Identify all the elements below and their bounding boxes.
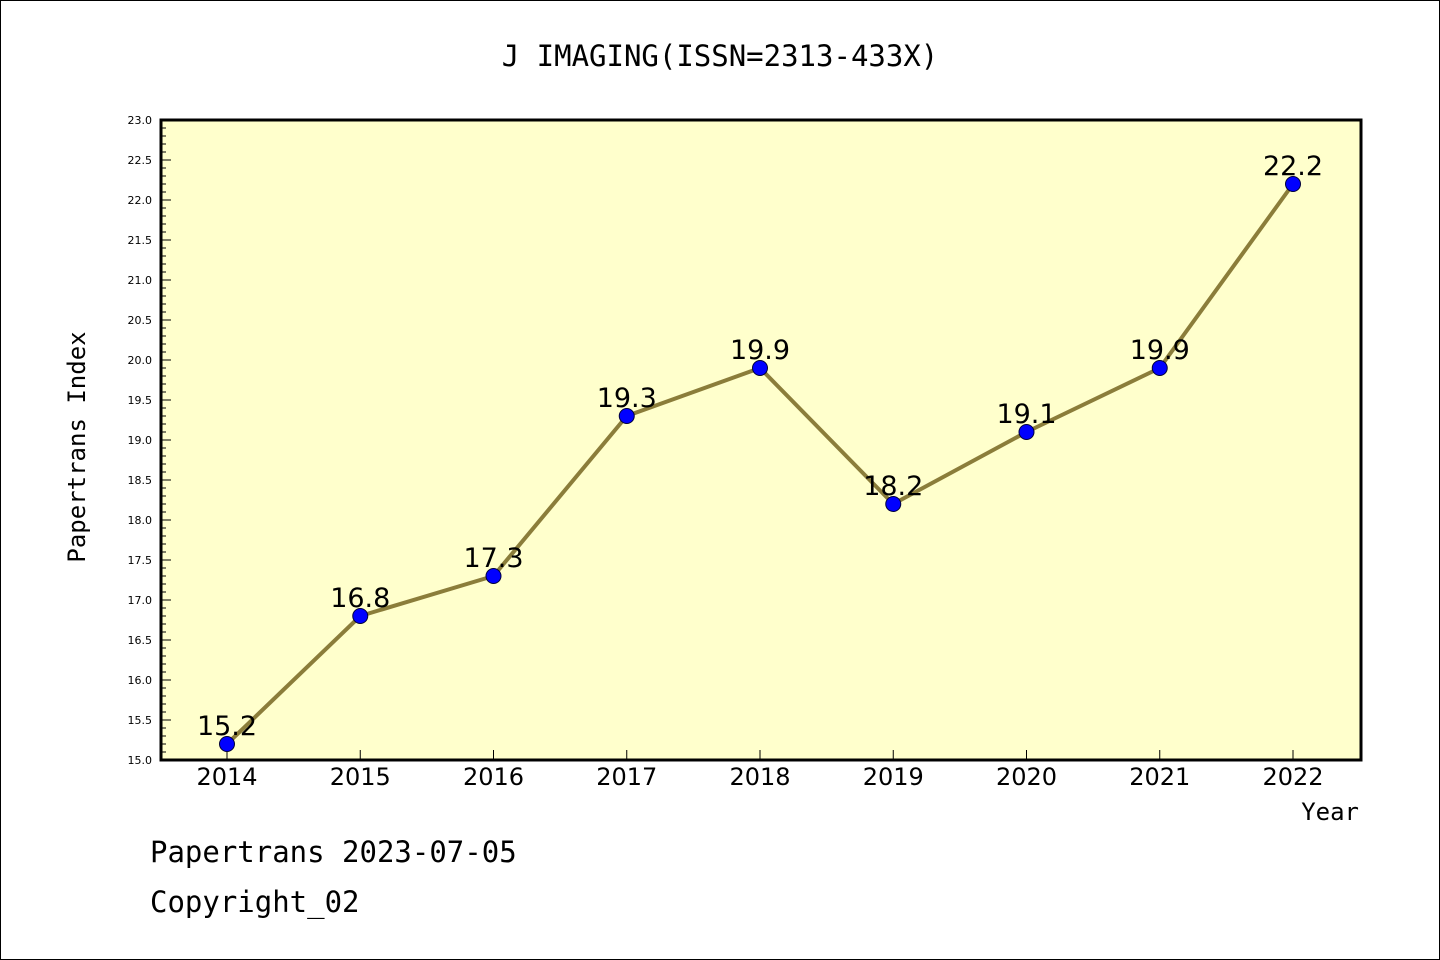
- data-label: 15.2: [197, 711, 257, 742]
- data-label: 22.2: [1263, 151, 1323, 182]
- data-point: [352, 608, 369, 624]
- y-axis: 15.0 15.5 16.0 16.5 17.0 17.5 18.0 18.5 19.0 19.5…: [128, 114, 171, 767]
- data-point: [752, 360, 768, 376]
- data-label: 19.1: [996, 399, 1056, 430]
- y-tick-label: 22.5: [128, 154, 153, 167]
- y-axis-label: Papertrans Index: [63, 331, 91, 562]
- data-label: 18.2: [863, 471, 923, 502]
- data-point: [618, 408, 635, 424]
- x-tick-label: 2016: [463, 763, 524, 791]
- x-tick-label: 2018: [729, 763, 790, 791]
- x-axis: 2014 2015 2016 2017 2018 2019 2020 2021 2022: [196, 750, 1324, 791]
- y-tick-label: 19.5: [128, 394, 153, 407]
- footer-copyright: Copyright_02: [150, 885, 360, 919]
- plot-area: [161, 120, 1361, 760]
- data-point: [485, 568, 502, 584]
- y-tick-label: 16.5: [128, 634, 153, 647]
- x-tick-label: 2015: [330, 763, 391, 791]
- x-tick-label: 2022: [1262, 763, 1323, 791]
- data-point: [1151, 360, 1168, 376]
- y-tick-label: 21.5: [128, 234, 153, 247]
- data-markers: [219, 176, 1301, 752]
- data-label: 16.8: [330, 583, 390, 614]
- y-tick-label: 17.0: [128, 594, 153, 607]
- y-tick-label: 19.0: [128, 434, 153, 447]
- data-point: [1018, 424, 1035, 440]
- plot-border: [159, 118, 1363, 762]
- data-label: 19.9: [730, 335, 790, 366]
- y-tick-label: 18.0: [128, 514, 153, 527]
- x-tick-label: 2014: [196, 763, 257, 791]
- y-tick-label: 22.0: [128, 194, 153, 207]
- footer-date: Papertrans 2023-07-05: [150, 835, 517, 869]
- data-label: 19.9: [1130, 335, 1190, 366]
- y-tick-label: 18.5: [128, 474, 153, 487]
- x-tick-label: 2021: [1129, 763, 1190, 791]
- data-point: [1285, 176, 1301, 192]
- y-tick-label: 15.5: [128, 714, 153, 727]
- y-tick-label: 15.0: [128, 754, 153, 767]
- y-tick-label: 16.0: [128, 674, 153, 687]
- x-tick-label: 2020: [996, 763, 1057, 791]
- data-point: [219, 736, 235, 752]
- y-tick-label: 23.0: [128, 114, 153, 127]
- y-tick-label: 17.5: [128, 554, 153, 567]
- data-point: [885, 496, 902, 512]
- data-labels: 15.2 16.8 17.3 19.3 19.9 18.2 19.1 19.9 22.2: [197, 151, 1323, 742]
- y-tick-label: 20.0: [128, 354, 153, 367]
- chart-title: J IMAGING(ISSN=2313-433X): [502, 39, 939, 73]
- x-axis-label: Year: [1301, 798, 1359, 826]
- y-tick-label: 21.0: [128, 274, 153, 287]
- data-label: 17.3: [463, 543, 523, 574]
- data-label: 19.3: [597, 383, 657, 414]
- x-tick-label: 2017: [596, 763, 657, 791]
- y-tick-label: 20.5: [128, 314, 153, 327]
- x-tick-label: 2019: [863, 763, 924, 791]
